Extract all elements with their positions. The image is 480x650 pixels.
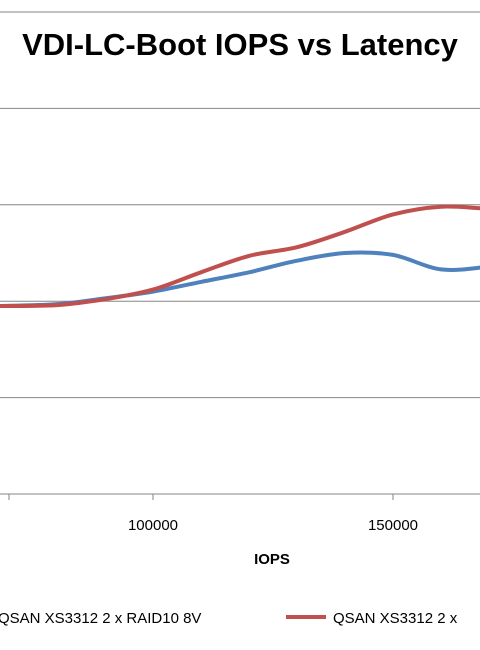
gridlines (0, 11, 480, 495)
x-axis-ticks: 100000 150000 (8, 494, 418, 534)
series-lines (0, 204, 480, 308)
x-axis-title: IOPS (254, 551, 290, 568)
legend-label-series-1: QSAN XS3312 2 x RAID10 8V (0, 610, 201, 627)
legend-label-series-2: QSAN XS3312 2 x (333, 610, 458, 627)
series-line-2 (0, 204, 480, 308)
x-tick-label-1: 100000 (128, 517, 178, 534)
legend: QSAN XS3312 2 x RAID10 8V QSAN XS3312 2 … (0, 610, 458, 627)
x-tick-label-2: 150000 (368, 517, 418, 534)
chart-title: VDI-LC-Boot IOPS vs Latency (22, 27, 459, 62)
